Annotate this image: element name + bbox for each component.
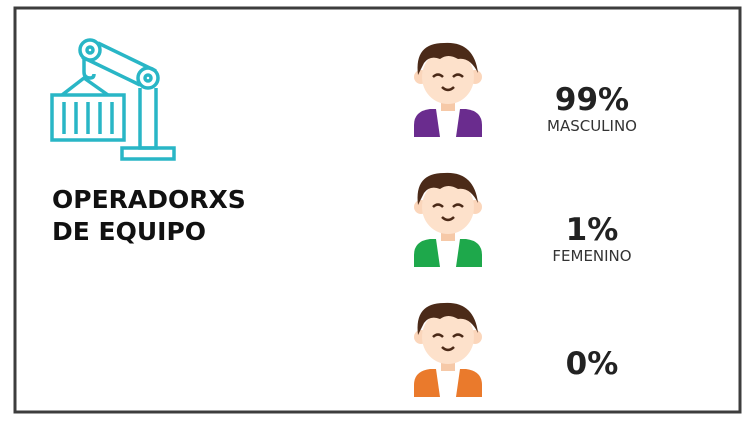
crane-icon <box>50 38 176 161</box>
avatar <box>414 172 482 267</box>
mouth <box>441 86 455 92</box>
eye <box>432 333 444 338</box>
mouth <box>441 346 455 352</box>
avatar <box>414 302 482 397</box>
title-line: OPERADORXS <box>52 185 246 214</box>
eye <box>432 73 444 78</box>
collar <box>436 239 460 267</box>
eye <box>432 203 444 208</box>
gender-label: MASCULINO <box>547 117 637 135</box>
face <box>422 310 474 364</box>
hair <box>417 172 478 205</box>
eye <box>452 73 464 78</box>
eye <box>452 203 464 208</box>
percent: 99% <box>555 82 629 118</box>
percent: 0% <box>566 346 619 382</box>
collar <box>436 109 460 137</box>
mouth <box>441 216 455 222</box>
face <box>422 180 474 234</box>
collar <box>436 369 460 397</box>
face <box>422 50 474 104</box>
gender-label: FEMENINO <box>552 247 631 265</box>
hair <box>417 42 478 75</box>
hair <box>417 302 478 335</box>
title-line: DE EQUIPO <box>52 217 206 246</box>
percent: 1% <box>566 212 619 248</box>
eye <box>452 333 464 338</box>
frame <box>13 6 742 414</box>
avatar <box>414 42 482 137</box>
